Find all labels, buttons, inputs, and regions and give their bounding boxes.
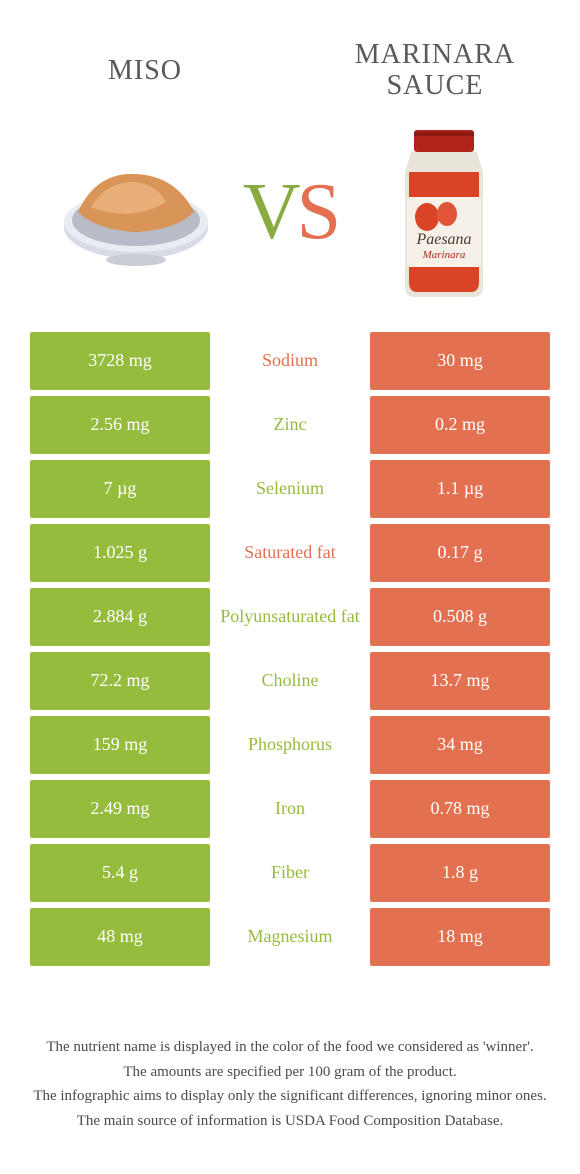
right-value: 18 mg [370, 908, 550, 966]
comparison-table: 3728 mgSodium30 mg2.56 mgZinc0.2 mg7 µgS… [30, 332, 550, 966]
left-value: 72.2 mg [30, 652, 210, 710]
svg-text:Marinara: Marinara [421, 249, 465, 261]
footer-notes: The nutrient name is displayed in the co… [30, 1036, 550, 1134]
images-row: VS Paesana Marinara [0, 112, 580, 332]
table-row: 3728 mgSodium30 mg [30, 332, 550, 390]
footer-line-3: The infographic aims to display only the… [30, 1085, 550, 1108]
table-row: 2.56 mgZinc0.2 mg [30, 396, 550, 454]
right-value: 0.17 g [370, 524, 550, 582]
footer-line-2: The amounts are specified per 100 gram o… [30, 1061, 550, 1084]
vs-label: VS [243, 172, 337, 252]
svg-text:Paesana: Paesana [415, 231, 471, 248]
marinara-image: Paesana Marinara [337, 122, 550, 302]
left-value: 1.025 g [30, 524, 210, 582]
table-row: 7 µgSelenium1.1 µg [30, 460, 550, 518]
miso-image [30, 152, 243, 272]
left-value: 48 mg [30, 908, 210, 966]
header: Miso Marinara sauce [0, 0, 580, 112]
right-title: Marinara sauce [320, 40, 550, 102]
nutrient-label: Selenium [210, 460, 370, 518]
nutrient-label: Iron [210, 780, 370, 838]
left-value: 2.884 g [30, 588, 210, 646]
nutrient-label: Zinc [210, 396, 370, 454]
nutrient-label: Sodium [210, 332, 370, 390]
table-row: 159 mgPhosphorus34 mg [30, 716, 550, 774]
table-row: 48 mgMagnesium18 mg [30, 908, 550, 966]
table-row: 1.025 gSaturated fat0.17 g [30, 524, 550, 582]
nutrient-label: Fiber [210, 844, 370, 902]
right-value: 13.7 mg [370, 652, 550, 710]
nutrient-label: Saturated fat [210, 524, 370, 582]
bowl-icon [56, 152, 216, 272]
table-row: 2.49 mgIron0.78 mg [30, 780, 550, 838]
nutrient-label: Phosphorus [210, 716, 370, 774]
right-value: 0.78 mg [370, 780, 550, 838]
left-value: 2.49 mg [30, 780, 210, 838]
nutrient-label: Choline [210, 652, 370, 710]
table-row: 72.2 mgCholine13.7 mg [30, 652, 550, 710]
nutrient-label: Magnesium [210, 908, 370, 966]
table-row: 2.884 gPolyunsaturated fat0.508 g [30, 588, 550, 646]
left-value: 3728 mg [30, 332, 210, 390]
left-value: 7 µg [30, 460, 210, 518]
right-value: 1.1 µg [370, 460, 550, 518]
left-value: 159 mg [30, 716, 210, 774]
right-value: 0.508 g [370, 588, 550, 646]
table-row: 5.4 gFiber1.8 g [30, 844, 550, 902]
left-title: Miso [30, 55, 260, 87]
nutrient-label: Polyunsaturated fat [210, 588, 370, 646]
vs-s: S [297, 168, 338, 256]
left-value: 5.4 g [30, 844, 210, 902]
footer-line-1: The nutrient name is displayed in the co… [30, 1036, 550, 1059]
footer-line-4: The main source of information is USDA F… [30, 1110, 550, 1133]
jar-icon: Paesana Marinara [379, 122, 509, 302]
right-value: 0.2 mg [370, 396, 550, 454]
right-value: 30 mg [370, 332, 550, 390]
right-value: 1.8 g [370, 844, 550, 902]
vs-v: V [243, 168, 297, 256]
left-value: 2.56 mg [30, 396, 210, 454]
right-value: 34 mg [370, 716, 550, 774]
